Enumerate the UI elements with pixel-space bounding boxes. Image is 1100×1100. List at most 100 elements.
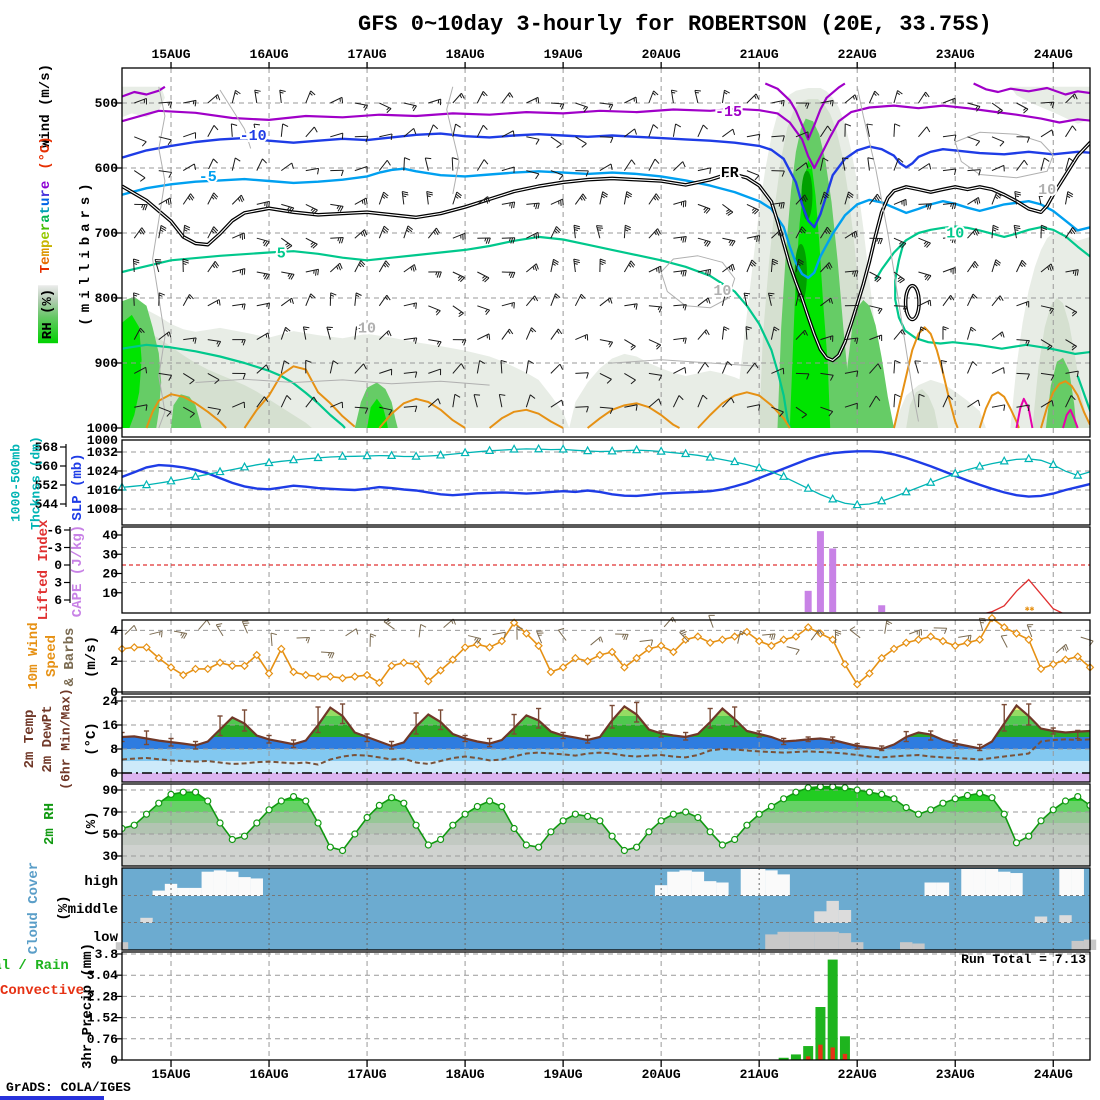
axis-tick-label: 70 xyxy=(102,805,118,820)
axis-tick-label: 50 xyxy=(102,827,118,842)
temp2m-panel xyxy=(122,697,1090,782)
axis-tick-label: 552 xyxy=(35,478,59,493)
axis-label-barbs: & Barbs xyxy=(62,627,78,687)
axis-label-2m-temp: 2m Temp xyxy=(22,709,38,769)
axis-tick-label: 20 xyxy=(102,567,118,582)
axis-tick-label: 1016 xyxy=(87,483,118,498)
axis-tick-label: 0 xyxy=(110,766,118,781)
axis-tick-label: 544 xyxy=(35,497,59,512)
axis-label-10m-wind: 10m Wind xyxy=(26,622,42,690)
axis-label-2m-dewpt: 2m DewPt xyxy=(40,705,56,773)
cross-section-wind-barbs xyxy=(132,89,1090,419)
svg-text:-5: -5 xyxy=(199,169,217,186)
axis-tick-label: 0 xyxy=(110,685,118,700)
axis-label-cape: CAPE (J/kg) xyxy=(70,524,86,618)
cross-section-contours xyxy=(122,82,1090,429)
axis-label-pct-1: (%) xyxy=(84,811,100,837)
temperature-letter: m xyxy=(38,248,54,257)
axis-tick-label: 10 xyxy=(102,586,118,601)
svg-text:5: 5 xyxy=(277,246,286,263)
axis-tick-label: 30 xyxy=(102,547,118,562)
axis-tick-label: 700 xyxy=(95,226,119,241)
axis-label-thickness-1: 1000-500mb xyxy=(8,443,24,523)
axis-tick-label: 15AUG xyxy=(152,1067,191,1082)
precip-panel xyxy=(122,952,1090,1060)
svg-text:10: 10 xyxy=(713,283,731,300)
slp-thickness-panel xyxy=(117,440,1091,525)
axis-tick-label: 21AUG xyxy=(740,1067,779,1082)
wind10m-barbs xyxy=(124,614,1094,659)
axis-tick-label: 15AUG xyxy=(152,47,191,62)
axis-label-3hr-precip: 3hr Precip (mm) xyxy=(80,942,96,1070)
wind10m-panel xyxy=(117,613,1095,694)
cross-section-contour-labels: -15 -10 -5 FR 5 10 10 10 10 xyxy=(197,102,1058,339)
temperature-letter: e xyxy=(38,256,54,265)
svg-text:FR: FR xyxy=(721,165,739,182)
axis-tick-label: 20AUG xyxy=(642,1067,681,1082)
axis-label-slp: SLP (mb) xyxy=(70,453,86,521)
axis-tick-label: 560 xyxy=(35,459,59,474)
axis-tick-label: 1000 xyxy=(87,433,118,448)
axis-tick-label: 8 xyxy=(110,742,118,757)
svg-text:✱✱: ✱✱ xyxy=(1025,605,1035,614)
axis-tick-label: 1000 xyxy=(87,421,118,436)
axis-tick-label: 0 xyxy=(110,1053,118,1068)
axis-label-lifted-index: Lifted Index xyxy=(36,519,52,621)
axis-label-thickness-2: Thcknss (dm) xyxy=(28,436,44,530)
axis-tick-label: 22AUG xyxy=(838,47,877,62)
axis-tick-label: 1024 xyxy=(87,464,118,479)
precip-legend-total-rain: Total / Rain xyxy=(0,958,69,974)
axis-tick-label: 3.04 xyxy=(87,968,118,983)
page-title: GFS 0~10day 3-hourly for ROBERTSON (20E,… xyxy=(358,12,992,37)
temperature-letter: T xyxy=(38,264,54,274)
cape-li-panel: ✱✱ xyxy=(122,527,1090,614)
axis-tick-label: 0.76 xyxy=(87,1032,118,1047)
axis-tick-label: 23AUG xyxy=(936,47,975,62)
axis-tick-label: 19AUG xyxy=(544,1067,583,1082)
axis-label-minmax: (6hr Min/Max) xyxy=(58,688,74,790)
axis-tick-label: -3 xyxy=(46,541,62,556)
axis-tick-label: 24AUG xyxy=(1034,1067,1073,1082)
temperature-letter: p xyxy=(38,239,54,249)
axis-tick-label: 3.8 xyxy=(95,947,119,962)
axis-tick-label: 16 xyxy=(102,718,118,733)
axis-tick-label: 16AUG xyxy=(250,47,289,62)
axis-label-cloud-cover: Cloud Cover xyxy=(26,861,42,955)
temperature-letter: a xyxy=(38,214,54,223)
axis-tick-label: 1.52 xyxy=(87,1011,118,1026)
temperature-letter: r xyxy=(38,189,54,198)
axis-tick-label: 17AUG xyxy=(348,1067,387,1082)
axis-label-speed: Speed xyxy=(44,634,60,678)
precip-legend-convective: Convective xyxy=(0,983,85,999)
cloud-row-high: high xyxy=(84,874,118,890)
axis-tick-label: 568 xyxy=(35,440,59,455)
panel-borders xyxy=(121,67,1091,1061)
temperature-letter: e xyxy=(38,180,54,190)
footer-blue-bar xyxy=(0,1096,104,1100)
axis-tick-label: 19AUG xyxy=(544,47,583,62)
run-total-text: Run Total = 7.13 xyxy=(961,952,1086,967)
axis-tick-label: 23AUG xyxy=(936,1067,975,1082)
axis-tick-label: -6 xyxy=(46,523,62,538)
cross-section-panel xyxy=(122,86,1090,428)
axis-tick-label: 16AUG xyxy=(250,1067,289,1082)
axis-tick-label: 2 xyxy=(110,654,118,669)
cloud-cover-panel xyxy=(115,868,1097,950)
temperature-letter: r xyxy=(38,222,54,232)
axis-tick-label: 3 xyxy=(54,575,62,590)
axis-tick-label: 2.28 xyxy=(87,989,118,1004)
svg-text:-10: -10 xyxy=(240,128,267,145)
axis-tick-label: 0 xyxy=(54,558,62,573)
axis-label-temperature: Temperature xyxy=(38,181,54,273)
axis-label-degc: (°C) xyxy=(38,136,54,170)
axis-tick-label: 22AUG xyxy=(838,1067,877,1082)
svg-text:-15: -15 xyxy=(715,104,742,121)
svg-text:10: 10 xyxy=(358,320,376,337)
axis-tick-label: 600 xyxy=(95,161,119,176)
axis-tick-label: 17AUG xyxy=(348,47,387,62)
svg-text:10: 10 xyxy=(1038,182,1056,199)
cloud-row-middle: middle xyxy=(67,902,118,918)
axis-label-ms: (m/s) xyxy=(84,635,100,679)
temperature-letter: u xyxy=(38,197,54,206)
